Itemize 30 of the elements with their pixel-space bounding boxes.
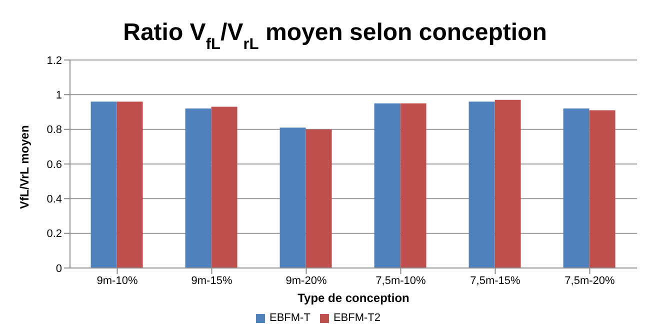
x-tick-label: 9m-20%	[286, 274, 327, 287]
bar	[185, 108, 212, 268]
bar	[563, 108, 590, 268]
y-axis-title: VfL/VrL moyen	[17, 125, 32, 209]
legend-label: EBFM-T	[269, 312, 310, 324]
bar	[306, 129, 332, 268]
bar	[211, 106, 238, 268]
bar	[374, 103, 400, 268]
x-tick-label: 7,5m-10%	[376, 274, 426, 287]
y-tick-label: 0.4	[46, 194, 62, 206]
x-tick-label: 9m-10%	[96, 274, 138, 287]
legend-label: EBFM-T2	[333, 312, 380, 324]
bar	[116, 102, 143, 268]
bar	[90, 102, 117, 268]
y-tick-label: 0.6	[46, 158, 62, 171]
y-tick-label: 1	[56, 90, 62, 102]
bar	[280, 128, 306, 268]
x-tick-label: 7,5m-20%	[564, 274, 616, 287]
x-tick-label: 7,5m-15%	[470, 274, 521, 287]
bar	[400, 103, 426, 268]
y-tick-label: 1.2	[46, 54, 62, 67]
y-tick-label: 0	[56, 262, 62, 275]
bar	[494, 100, 521, 268]
bar	[589, 110, 616, 268]
y-tick-label: 0.2	[46, 228, 62, 240]
chart-title: Ratio V$_{fL}$/V$_{rL}$ moyen selon conception	[123, 19, 547, 52]
bar	[468, 102, 495, 268]
x-axis-title: Type de conception	[298, 291, 410, 305]
y-tick-label: 0.8	[46, 124, 62, 136]
x-tick-label: 9m-15%	[191, 274, 232, 287]
